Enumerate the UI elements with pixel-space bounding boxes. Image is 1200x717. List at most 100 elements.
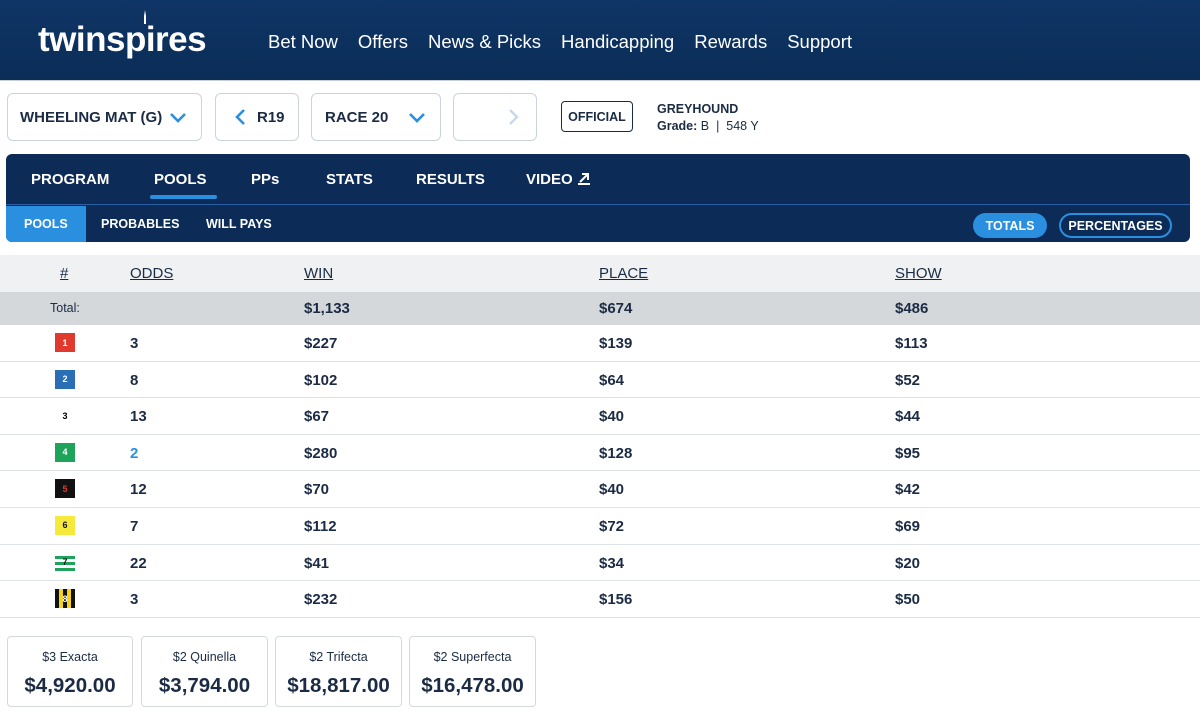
show-cell: $69 bbox=[895, 517, 921, 535]
nav-handicapping[interactable]: Handicapping bbox=[561, 31, 675, 52]
chevron-down-icon bbox=[170, 113, 186, 123]
win-cell: $112 bbox=[304, 517, 337, 535]
win-cell: $280 bbox=[304, 444, 338, 462]
tab-results[interactable]: RESULTS bbox=[416, 171, 485, 188]
header-number[interactable]: # bbox=[60, 265, 69, 282]
chevron-right-icon bbox=[509, 109, 519, 125]
twinspires-logo[interactable]: twinspires bbox=[38, 10, 207, 60]
chevron-left-icon bbox=[235, 109, 245, 125]
show-cell: $42 bbox=[895, 481, 921, 499]
previous-race-label: R19 bbox=[257, 108, 285, 126]
trifecta-amount: $18,817.00 bbox=[287, 674, 390, 697]
race-select-value: RACE 20 bbox=[325, 108, 389, 126]
table-header: # ODDS WIN PLACE SHOW bbox=[0, 255, 1200, 292]
nav-news-picks[interactable]: News & Picks bbox=[427, 31, 542, 52]
top-header: twinspires Bet Now Offers News & Picks H… bbox=[0, 0, 1200, 81]
main-nav: Bet Now Offers News & Picks Handicapping… bbox=[268, 31, 872, 53]
nav-rewards[interactable]: Rewards bbox=[694, 31, 768, 52]
place-cell: $34 bbox=[599, 554, 625, 572]
tab-program[interactable]: PROGRAM bbox=[31, 171, 110, 188]
win-cell: $232 bbox=[304, 591, 338, 609]
main-tabs: PROGRAM POOLS PPs STATS RESULTS VIDEO bbox=[6, 154, 1190, 205]
header-win[interactable]: WIN bbox=[304, 265, 334, 282]
table-row: 3 13 $67 $40 $44 bbox=[0, 398, 1200, 435]
subtab-probables[interactable]: PROBABLES bbox=[101, 217, 180, 231]
subtab-will-pays[interactable]: WILL PAYS bbox=[206, 217, 272, 231]
show-cell: $113 bbox=[895, 335, 928, 352]
quinella-card: $2 Quinella $3,794.00 bbox=[141, 636, 268, 707]
saddle-cloth: 1 bbox=[55, 333, 75, 352]
sub-tabs: POOLS PROBABLES WILL PAYS TOTALS PERCENT… bbox=[6, 206, 1190, 242]
odds-cell: 12 bbox=[130, 481, 147, 499]
table-row: 2 8 $102 $64 $52 bbox=[0, 361, 1200, 399]
next-race-button[interactable] bbox=[453, 93, 537, 141]
subtab-pools[interactable]: POOLS bbox=[6, 206, 86, 242]
nav-offers[interactable]: Offers bbox=[357, 31, 408, 52]
show-cell: $44 bbox=[895, 408, 921, 426]
saddle-cloth: 5 bbox=[55, 479, 75, 499]
saddle-cloth: 6 bbox=[55, 515, 75, 535]
table-row: 5 12 $70 $40 $42 bbox=[0, 471, 1200, 508]
saddle-cloth: 2 bbox=[55, 369, 75, 389]
trifecta-card: $2 Trifecta $18,817.00 bbox=[275, 636, 402, 707]
exacta-label: $3 Exacta bbox=[42, 650, 98, 664]
nav-bet-now[interactable]: Bet Now bbox=[268, 31, 338, 52]
saddle-cloth: 7 bbox=[55, 552, 75, 572]
totals-win: $1,133 bbox=[304, 300, 350, 317]
table-row: 4 2 $280 $128 $95 bbox=[0, 434, 1200, 472]
odds-cell: 22 bbox=[130, 554, 147, 572]
place-cell: $40 bbox=[599, 481, 625, 499]
win-cell: $227 bbox=[304, 335, 338, 352]
saddle-cloth: 4 bbox=[55, 442, 75, 462]
win-cell: $41 bbox=[304, 554, 330, 572]
exacta-card: $3 Exacta $4,920.00 bbox=[7, 636, 133, 707]
table-row: 8 3 $232 $156 $50 bbox=[0, 581, 1200, 618]
chevron-down-icon bbox=[409, 113, 425, 123]
race-status-badge: OFFICIAL bbox=[561, 101, 633, 132]
table-row: 6 7 $112 $72 $69 bbox=[0, 507, 1200, 545]
odds-cell: 3 bbox=[130, 591, 139, 609]
tab-video-label: VIDEO bbox=[526, 171, 573, 188]
pools-table: # ODDS WIN PLACE SHOW Total: $1,133 $674… bbox=[0, 255, 1200, 618]
race-select[interactable]: RACE 20 bbox=[311, 93, 441, 141]
race-breed: GREYHOUND bbox=[657, 102, 739, 116]
show-cell: $20 bbox=[895, 554, 921, 572]
header-show[interactable]: SHOW bbox=[895, 265, 942, 282]
spire-icon bbox=[144, 10, 146, 24]
previous-race-button[interactable]: R19 bbox=[215, 93, 299, 141]
percentages-toggle[interactable]: PERCENTAGES bbox=[1059, 213, 1172, 238]
odds-cell: 13 bbox=[130, 408, 147, 426]
tab-stats[interactable]: STATS bbox=[326, 171, 373, 188]
tab-pps[interactable]: PPs bbox=[251, 171, 280, 188]
tab-pools[interactable]: POOLS bbox=[150, 171, 216, 199]
totals-toggle[interactable]: TOTALS bbox=[973, 213, 1047, 238]
track-select-value: WHEELING MAT (G) bbox=[20, 108, 163, 126]
odds-cell: 3 bbox=[130, 335, 139, 352]
place-cell: $139 bbox=[599, 335, 633, 352]
saddle-cloth: 8 bbox=[55, 589, 75, 609]
win-cell: $102 bbox=[304, 371, 338, 389]
show-cell: $52 bbox=[895, 371, 921, 389]
saddle-cloth: 3 bbox=[55, 406, 75, 426]
win-cell: $67 bbox=[304, 408, 330, 426]
quinella-label: $2 Quinella bbox=[172, 650, 237, 664]
trifecta-label: $2 Trifecta bbox=[309, 650, 368, 664]
place-cell: $72 bbox=[599, 517, 625, 535]
tab-video[interactable]: VIDEO bbox=[526, 171, 591, 188]
header-odds[interactable]: ODDS bbox=[130, 265, 174, 282]
header-place[interactable]: PLACE bbox=[599, 265, 649, 282]
show-cell: $50 bbox=[895, 591, 921, 609]
race-info: GREYHOUND Grade: B | 548 Y bbox=[657, 101, 759, 135]
external-link-icon bbox=[577, 173, 590, 185]
totals-show: $486 bbox=[895, 300, 929, 317]
odds-cell-favorite: 2 bbox=[130, 444, 139, 462]
track-select[interactable]: WHEELING MAT (G) bbox=[7, 93, 202, 141]
info-separator: | bbox=[716, 119, 720, 133]
totals-row: Total: $1,133 $674 $486 bbox=[0, 292, 1200, 325]
win-cell: $70 bbox=[304, 481, 330, 499]
show-cell: $95 bbox=[895, 444, 921, 462]
nav-support[interactable]: Support bbox=[787, 31, 852, 52]
odds-cell: 7 bbox=[130, 517, 139, 535]
race-grade-distance: Grade: B | 548 Y bbox=[657, 118, 759, 135]
odds-cell: 8 bbox=[130, 371, 139, 389]
